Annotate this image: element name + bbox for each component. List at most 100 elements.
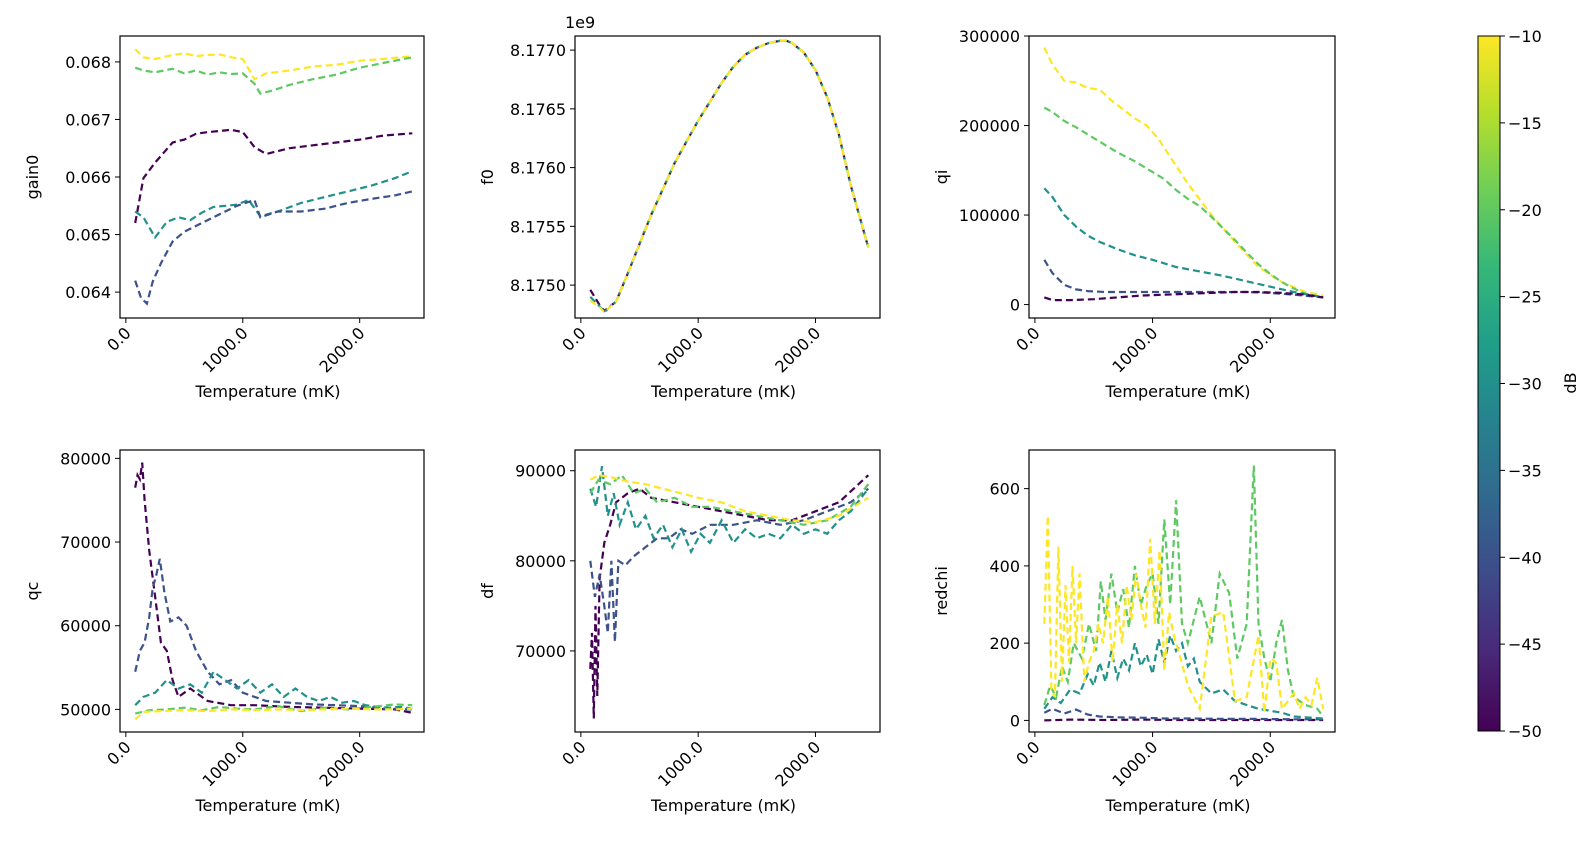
series-line--50db bbox=[589, 39, 870, 313]
axes-frame bbox=[119, 35, 425, 319]
series-group bbox=[589, 466, 870, 719]
series-line--50db bbox=[1044, 718, 1324, 722]
colorbar-label: dB bbox=[1561, 372, 1580, 393]
colorbar-tick-label: −40 bbox=[1508, 548, 1542, 567]
x-tick-label: 2000.0 bbox=[771, 323, 824, 376]
subplot-gain0: 0.0 1000.0 2000.0 0.064 0.065 0.066 0.067 0.068… bbox=[23, 35, 425, 401]
series-line--40db bbox=[1043, 259, 1324, 299]
series-line--30db bbox=[589, 466, 870, 555]
x-tick-label: 2000.0 bbox=[1226, 737, 1279, 790]
series-line--40db bbox=[1043, 707, 1324, 721]
axes-frame bbox=[574, 35, 881, 319]
x-axis-label: Temperature (mK) bbox=[650, 382, 796, 401]
series-line--40db bbox=[589, 487, 869, 642]
x-tick-label: 0.0 bbox=[103, 737, 134, 768]
subplot-redchi: 0.0 1000.0 2000.0 0 200 400 600 Temperature (mK… bbox=[932, 449, 1336, 815]
y-axis-label: gain0 bbox=[23, 155, 42, 200]
series-line--10db bbox=[589, 39, 870, 314]
axes-frame bbox=[1028, 449, 1336, 733]
subplot-grid: 0.0 1000.0 2000.0 0.064 0.065 0.066 0.067 0.068… bbox=[23, 13, 1336, 815]
colorbar-tick-label: −30 bbox=[1508, 375, 1542, 394]
y-tick-label: 600 bbox=[989, 480, 1020, 499]
y-tick-label: 70000 bbox=[60, 533, 111, 552]
series-line--30db bbox=[134, 670, 413, 710]
axes-frame bbox=[1028, 35, 1336, 319]
series-line--20db bbox=[1043, 465, 1325, 718]
axes-frame bbox=[574, 449, 881, 733]
series-line--30db bbox=[1043, 187, 1324, 299]
x-tick-label: 2000.0 bbox=[1226, 323, 1279, 376]
y-tick-label: 0 bbox=[1010, 296, 1020, 315]
series-line--10db bbox=[134, 707, 413, 721]
subplot-f0: 0.0 1000.0 2000.0 8.1750 8.1755 8.1760 8.1765 8… bbox=[478, 13, 881, 401]
y-tick-label: 0.064 bbox=[65, 283, 111, 302]
x-tick-label: 0.0 bbox=[1012, 323, 1043, 354]
y-tick-label: 80000 bbox=[60, 449, 111, 468]
axis-offset-text: 1e9 bbox=[565, 13, 595, 32]
x-axis-label: Temperature (mK) bbox=[1105, 382, 1251, 401]
colorbar-tick-label: −35 bbox=[1508, 461, 1542, 480]
y-tick-label: 8.1770 bbox=[510, 41, 566, 60]
x-axis-label: Temperature (mK) bbox=[195, 382, 341, 401]
y-axis-label: redchi bbox=[932, 566, 951, 616]
y-tick-label: 200000 bbox=[959, 117, 1020, 136]
y-tick-label: 70000 bbox=[515, 642, 566, 661]
y-axis-label: qc bbox=[23, 582, 42, 601]
series-line--20db bbox=[134, 703, 413, 715]
series-line--10db bbox=[589, 474, 869, 524]
y-tick-label: 300000 bbox=[959, 27, 1020, 46]
series-group bbox=[134, 462, 413, 721]
colorbar: −10 −15 −20 −25 −30 −35 −40 −45 −50 dB bbox=[1477, 27, 1580, 741]
series-line--10db bbox=[134, 48, 413, 81]
series-line--50db bbox=[1043, 290, 1324, 302]
y-tick-label: 0.067 bbox=[65, 110, 111, 129]
series-line--30db bbox=[589, 39, 870, 314]
x-tick-label: 2000.0 bbox=[771, 737, 824, 790]
y-tick-label: 8.1760 bbox=[510, 159, 566, 178]
colorbar-tick-label: −20 bbox=[1508, 201, 1542, 220]
y-tick-label: 400 bbox=[989, 557, 1020, 576]
x-tick-label: 1000.0 bbox=[199, 737, 252, 790]
y-tick-label: 8.1750 bbox=[510, 276, 566, 295]
series-line--50db bbox=[589, 474, 870, 719]
subplot-df: 0.0 1000.0 2000.0 70000 80000 90000 Temperatur… bbox=[478, 449, 881, 815]
colorbar-tick-label: −25 bbox=[1508, 288, 1542, 307]
series-line--10db bbox=[1043, 515, 1325, 713]
series-line--20db bbox=[1043, 106, 1324, 299]
colorbar-gradient bbox=[1477, 35, 1501, 732]
subplot-qi: 0.0 1000.0 2000.0 0 100000 200000 300000 Temper… bbox=[932, 27, 1336, 401]
x-tick-label: 0.0 bbox=[1012, 737, 1043, 768]
y-tick-label: 90000 bbox=[515, 462, 566, 481]
x-tick-label: 1000.0 bbox=[199, 323, 252, 376]
series-group bbox=[1043, 47, 1324, 302]
series-line--10db bbox=[1043, 47, 1324, 297]
x-axis-label: Temperature (mK) bbox=[1105, 796, 1251, 815]
y-tick-label: 0.066 bbox=[65, 168, 111, 187]
y-axis-label: f0 bbox=[478, 169, 497, 185]
y-axis-label: qi bbox=[932, 170, 951, 185]
y-tick-label: 80000 bbox=[515, 552, 566, 571]
x-tick-label: 2000.0 bbox=[315, 737, 368, 790]
series-line--40db bbox=[134, 190, 413, 306]
x-tick-label: 0.0 bbox=[558, 737, 589, 768]
y-tick-label: 0.065 bbox=[65, 226, 111, 245]
colorbar-tick-label: −10 bbox=[1508, 27, 1542, 46]
x-tick-label: 2000.0 bbox=[315, 323, 368, 376]
x-tick-label: 1000.0 bbox=[1108, 323, 1161, 376]
y-tick-label: 0 bbox=[1010, 711, 1020, 730]
x-tick-label: 1000.0 bbox=[1108, 737, 1161, 790]
x-tick-label: 1000.0 bbox=[654, 737, 707, 790]
y-tick-label: 0.068 bbox=[65, 53, 111, 72]
y-tick-label: 50000 bbox=[60, 700, 111, 719]
y-tick-label: 100000 bbox=[959, 206, 1020, 225]
series-line--50db bbox=[134, 128, 413, 224]
y-axis-label: df bbox=[478, 583, 497, 599]
subplot-qc: 0.0 1000.0 2000.0 50000 60000 70000 80000 Tempe… bbox=[23, 449, 425, 815]
series-line--30db bbox=[134, 170, 413, 240]
x-axis-label: Temperature (mK) bbox=[195, 796, 341, 815]
x-tick-label: 0.0 bbox=[103, 323, 134, 354]
colorbar-tick-label: −45 bbox=[1508, 635, 1542, 654]
series-group bbox=[134, 48, 413, 306]
series-line--50db bbox=[134, 462, 413, 714]
